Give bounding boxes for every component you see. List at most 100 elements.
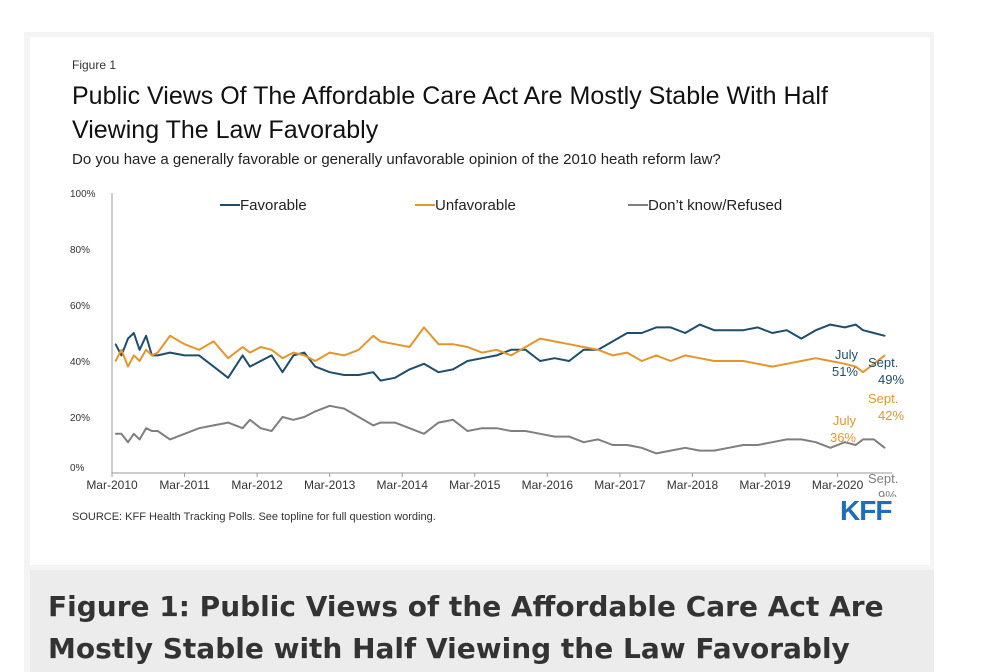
- data-point: [328, 371, 331, 373]
- data-point: [800, 360, 803, 362]
- data-point: [314, 365, 316, 368]
- data-point: [343, 374, 345, 376]
- data-point: [582, 346, 585, 348]
- data-point: [611, 444, 614, 446]
- y-tick-label: 20%: [70, 413, 90, 424]
- figure-panel: Figure 1 Public Views Of The Affordable …: [30, 37, 930, 565]
- data-point: [727, 329, 730, 331]
- data-point: [883, 335, 886, 337]
- data-point: [314, 410, 316, 413]
- data-point: [423, 433, 425, 435]
- data-point: [132, 433, 135, 435]
- data-point: [698, 357, 701, 359]
- data-point: [524, 349, 527, 351]
- data-point: [156, 354, 159, 357]
- data-point: [844, 441, 846, 444]
- data-point: [742, 329, 745, 331]
- data-point: [756, 363, 759, 365]
- data-point: [510, 354, 512, 357]
- data-point: [829, 323, 832, 326]
- data-point: [539, 360, 541, 362]
- series-line: [114, 323, 885, 382]
- data-point: [198, 354, 200, 357]
- data-point: [183, 343, 186, 345]
- data-point: [314, 360, 316, 362]
- data-point: [698, 449, 701, 452]
- data-point: [437, 421, 440, 424]
- data-point: [198, 349, 200, 351]
- data-point: [713, 449, 716, 452]
- data-point: [655, 354, 657, 357]
- end-annotation: Sept. 42%: [868, 391, 904, 423]
- data-point: [423, 326, 425, 329]
- end-annotation: July 36%: [830, 413, 857, 445]
- data-point: [742, 444, 745, 446]
- data-point: [437, 371, 440, 373]
- data-point: [408, 427, 411, 429]
- data-point: [510, 349, 512, 351]
- x-tick-label: Mar-2012: [231, 478, 283, 492]
- data-point: [114, 433, 117, 435]
- end-annotation: Sept. 49%: [868, 355, 904, 387]
- data-point: [227, 357, 229, 359]
- data-point: [539, 337, 541, 340]
- x-tick-label: Mar-2015: [449, 478, 501, 492]
- data-point: [844, 326, 846, 329]
- data-point: [259, 427, 262, 429]
- data-point: [343, 354, 345, 357]
- data-point: [800, 438, 803, 441]
- data-point: [684, 447, 687, 449]
- data-point: [156, 351, 159, 354]
- data-point: [241, 427, 244, 429]
- legend-label: Unfavorable: [435, 197, 516, 214]
- data-point: [669, 449, 672, 452]
- series-group: [114, 326, 886, 374]
- figure-caption: Figure 1: Public Views of the Affordable…: [48, 590, 884, 665]
- data-point: [815, 441, 817, 444]
- x-tick-label: Mar-2010: [86, 478, 138, 492]
- data-point: [120, 349, 123, 351]
- x-tick-label: Mar-2011: [159, 478, 210, 492]
- data-point: [713, 360, 716, 362]
- data-point: [212, 365, 215, 368]
- data-point: [212, 424, 215, 427]
- data-point: [437, 343, 440, 345]
- data-point: [452, 368, 454, 371]
- data-point: [292, 351, 295, 354]
- chart-title: Public Views Of The Affordable Care Act …: [72, 82, 828, 144]
- data-point: [495, 427, 498, 429]
- data-point: [169, 351, 171, 354]
- data-point: [303, 351, 306, 354]
- data-point: [281, 416, 284, 418]
- data-point: [582, 441, 585, 444]
- data-point: [281, 357, 284, 359]
- data-point: [771, 365, 774, 368]
- y-tick-label: 60%: [70, 301, 90, 312]
- data-point: [198, 427, 200, 429]
- data-point: [771, 441, 774, 444]
- data-point: [183, 433, 186, 435]
- legend-label: Favorable: [240, 197, 307, 214]
- data-point: [241, 346, 244, 348]
- data-point: [328, 351, 331, 354]
- data-point: [372, 335, 375, 337]
- data-point: [495, 349, 498, 351]
- data-point: [785, 438, 788, 441]
- data-point: [114, 343, 117, 345]
- end-annotation: Sept. 9%: [868, 471, 898, 497]
- data-point: [249, 351, 251, 354]
- data-point: [120, 433, 123, 435]
- data-point: [127, 441, 129, 444]
- data-point: [259, 346, 262, 348]
- data-point: [408, 368, 411, 371]
- data-point: [756, 444, 759, 446]
- data-point: [132, 332, 135, 334]
- data-point: [568, 435, 570, 438]
- data-point: [844, 363, 846, 365]
- data-point: [655, 326, 657, 329]
- data-point: [553, 357, 556, 359]
- data-point: [270, 354, 273, 357]
- x-tick-label: Mar-2016: [522, 478, 574, 492]
- data-point: [873, 438, 875, 441]
- data-point: [713, 329, 716, 331]
